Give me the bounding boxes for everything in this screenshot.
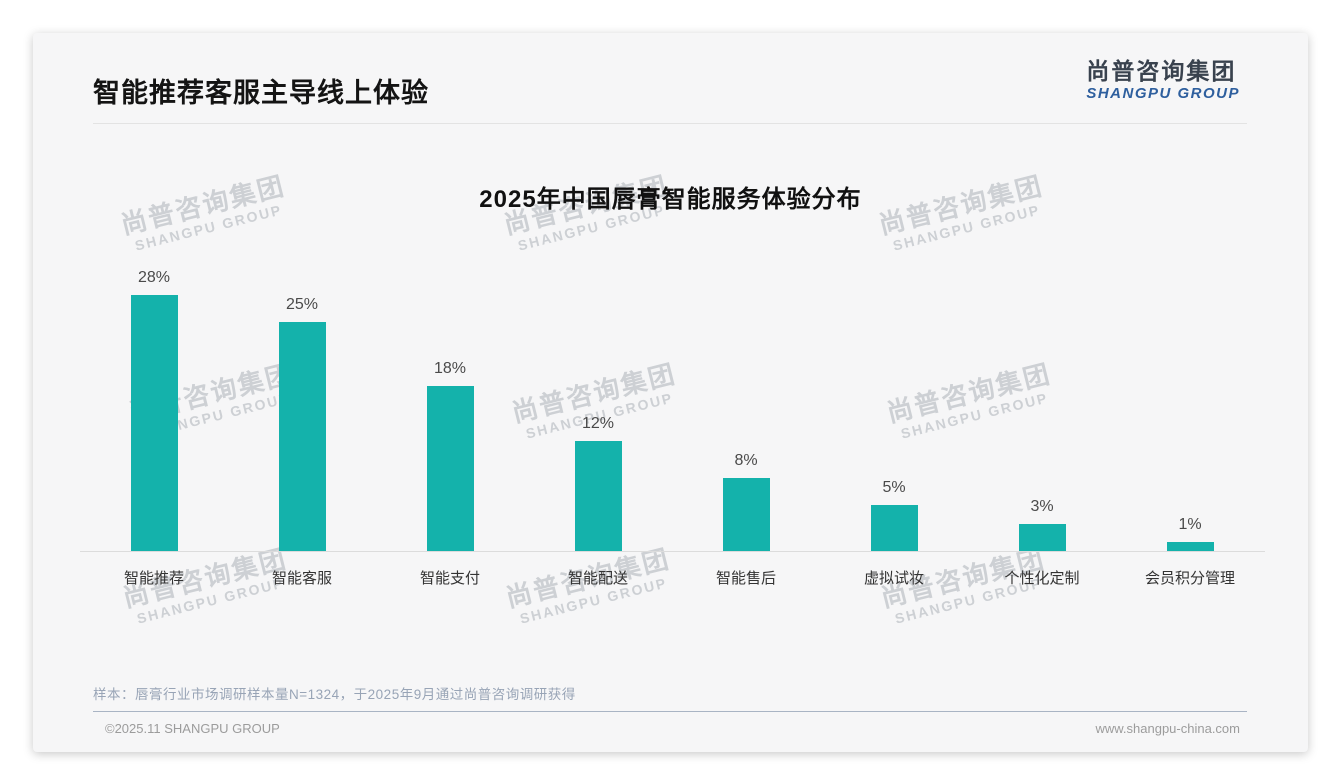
- bar-个性化定制: [1018, 524, 1066, 551]
- bar-value-label: 18%: [433, 360, 467, 377]
- company-logo: 尚普咨询集团 SHANGPU GROUP: [1086, 57, 1240, 102]
- bar-value-label: 12%: [581, 415, 615, 432]
- category-label: 智能客服: [271, 570, 332, 587]
- x-axis-line: [80, 551, 1265, 552]
- logo-english-text: SHANGPU GROUP: [1086, 85, 1240, 102]
- bar-value-label: 25%: [285, 296, 319, 313]
- bar-value-label: 5%: [882, 479, 906, 496]
- website-url: www.shangpu-china.com: [1095, 721, 1240, 736]
- logo-chinese-text: 尚普咨询集团: [1086, 58, 1237, 84]
- category-label: 个性化定制: [1004, 570, 1080, 587]
- bar-会员积分管理: [1166, 542, 1214, 551]
- category-label: 智能售后: [715, 570, 776, 587]
- bar-虚拟试妆: [870, 505, 918, 551]
- bar-智能售后: [722, 478, 770, 551]
- sample-footnote: 样本：唇膏行业市场调研样本量N=1324，于2025年9月通过尚普咨询调研获得: [93, 687, 576, 702]
- bar-智能客服: [278, 322, 326, 551]
- footer-divider: [93, 711, 1247, 712]
- category-label: 智能支付: [419, 570, 480, 587]
- bar-value-label: 8%: [734, 452, 758, 469]
- category-label: 智能推荐: [123, 570, 184, 587]
- bar-智能支付: [426, 386, 474, 551]
- bar-智能推荐: [130, 295, 178, 551]
- bar-value-label: 28%: [137, 269, 171, 286]
- category-label: 会员积分管理: [1144, 570, 1235, 587]
- chart-title: 2025年中国唇膏智能服务体验分布: [479, 186, 862, 213]
- copyright-text: ©2025.11 SHANGPU GROUP: [105, 721, 280, 736]
- bar-value-label: 1%: [1178, 516, 1202, 533]
- bar-value-label: 3%: [1030, 498, 1054, 515]
- category-label: 虚拟试妆: [863, 570, 924, 587]
- bar-智能配送: [574, 441, 622, 551]
- page-title: 智能推荐客服主导线上体验: [93, 78, 429, 108]
- header-divider: [93, 123, 1247, 124]
- category-label: 智能配送: [567, 570, 628, 587]
- chart-layer: 智能推荐客服主导线上体验 尚普咨询集团 SHANGPU GROUP 2025年中…: [33, 33, 1308, 752]
- slide-card: 尚普咨询集团 SHANGPU GROUP 尚普咨询集团 SHANGPU GROUP 尚普…: [33, 33, 1308, 752]
